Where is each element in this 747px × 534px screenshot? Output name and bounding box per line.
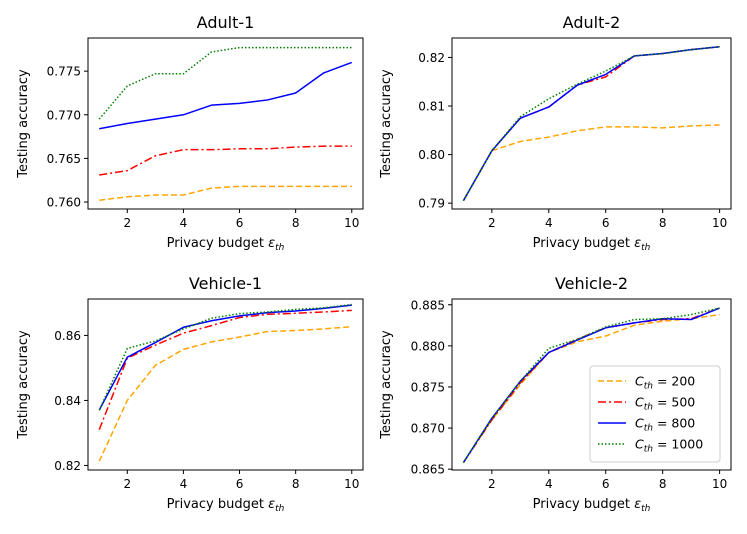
series-line	[462, 45, 720, 202]
series-line	[462, 45, 720, 202]
legend-label: Cth = 200	[635, 374, 695, 392]
subplot-title: Vehicle-1	[189, 274, 262, 293]
series-line	[99, 185, 352, 202]
legend-frame	[589, 365, 721, 463]
legend-label: Cth = 1000	[635, 437, 703, 455]
x-tick-label: 8	[659, 216, 667, 230]
y-tick-label: 0.870	[411, 422, 445, 436]
x-axis-label: Privacy budget εth	[167, 236, 285, 253]
x-tick-label: 2	[123, 477, 131, 491]
subplot-vehicle-2: 2 4 6 8 10 0.865 0.870 0.875 0.880 0.885 Vehicle-2…	[379, 274, 732, 514]
y-tick-label: 0.81	[418, 100, 445, 114]
y-axis-label: Testing accuracy	[16, 69, 31, 179]
x-tick-label: 2	[488, 477, 496, 491]
subplot-title: Vehicle-2	[555, 274, 628, 293]
y-tick-label: 0.82	[54, 459, 81, 473]
y-tick-label: 0.775	[47, 65, 81, 79]
series-line	[98, 304, 352, 411]
x-tick-label: 10	[344, 477, 359, 491]
axes-frame	[87, 37, 364, 210]
subplot-adult-1: 2 4 6 8 10 0.760 0.765 0.770 0.775 Adult-1 Privacy…	[16, 13, 364, 253]
series-line	[462, 313, 720, 464]
y-tick-label: 0.86	[54, 329, 81, 343]
x-tick-label: 4	[180, 216, 188, 230]
y-tick-label: 0.82	[418, 51, 445, 65]
y-tick-label: 0.765	[47, 152, 81, 166]
y-tick-label: 0.885	[411, 298, 445, 312]
series-line	[98, 325, 352, 462]
subplot-vehicle-1: 2 4 6 8 10 0.82 0.84 0.86 Vehicle-1 Privacy budge…	[16, 274, 364, 514]
axes-frame	[87, 298, 364, 471]
legend: Cth = 200 Cth = 500 Cth = 800 Cth = 1000	[589, 365, 721, 463]
x-tick-label: 2	[488, 216, 496, 230]
series-line	[462, 307, 720, 464]
legend-entry: Cth = 500	[598, 395, 695, 413]
subplot-title: Adult-1	[197, 13, 255, 32]
x-tick-label: 2	[123, 216, 131, 230]
x-axis-label: Privacy budget εth	[533, 497, 651, 514]
y-tick-label: 0.84	[54, 394, 81, 408]
x-tick-label: 6	[236, 477, 244, 491]
y-tick-label: 0.760	[47, 196, 81, 210]
x-tick-label: 10	[344, 216, 359, 230]
x-tick-label: 4	[180, 477, 188, 491]
axes-frame	[451, 298, 732, 471]
legend-label: Cth = 500	[635, 395, 695, 413]
y-tick-label: 0.770	[47, 108, 81, 122]
x-tick-label: 10	[712, 216, 727, 230]
x-tick-label: 10	[712, 477, 727, 491]
x-tick-label: 6	[602, 216, 610, 230]
series-line	[98, 309, 352, 430]
x-axis-label: Privacy budget εth	[167, 497, 285, 514]
subplot-adult-2: 2 4 6 8 10 0.79 0.80 0.81 0.82 Adult-2 Privacy bud…	[379, 13, 732, 253]
y-tick-label: 0.80	[418, 148, 445, 162]
x-tick-label: 8	[292, 477, 300, 491]
y-tick-label: 0.865	[411, 463, 445, 477]
series-line	[98, 303, 352, 411]
x-axis-label: Privacy budget εth	[533, 236, 651, 253]
axes-frame	[451, 37, 732, 210]
legend-entry: Cth = 800	[598, 416, 695, 434]
series-line	[462, 45, 720, 202]
x-tick-label: 6	[236, 216, 244, 230]
legend-entry: Cth = 200	[598, 374, 695, 392]
legend-label: Cth = 800	[635, 416, 695, 434]
series-line	[98, 46, 352, 120]
y-axis-label: Testing accuracy	[379, 330, 394, 440]
legend-entry: Cth = 1000	[598, 437, 703, 455]
x-tick-label: 4	[545, 216, 553, 230]
series-line	[99, 145, 352, 176]
x-tick-label: 8	[659, 477, 667, 491]
series-line	[491, 124, 720, 152]
y-axis-label: Testing accuracy	[379, 69, 394, 179]
x-tick-label: 6	[602, 477, 610, 491]
y-tick-label: 0.79	[418, 197, 445, 211]
subplot-title: Adult-2	[563, 13, 621, 32]
x-tick-label: 4	[545, 477, 553, 491]
y-axis-label: Testing accuracy	[16, 330, 31, 440]
series-line	[99, 61, 353, 130]
y-tick-label: 0.880	[411, 339, 445, 353]
x-tick-label: 8	[292, 216, 300, 230]
y-tick-label: 0.875	[411, 380, 445, 394]
